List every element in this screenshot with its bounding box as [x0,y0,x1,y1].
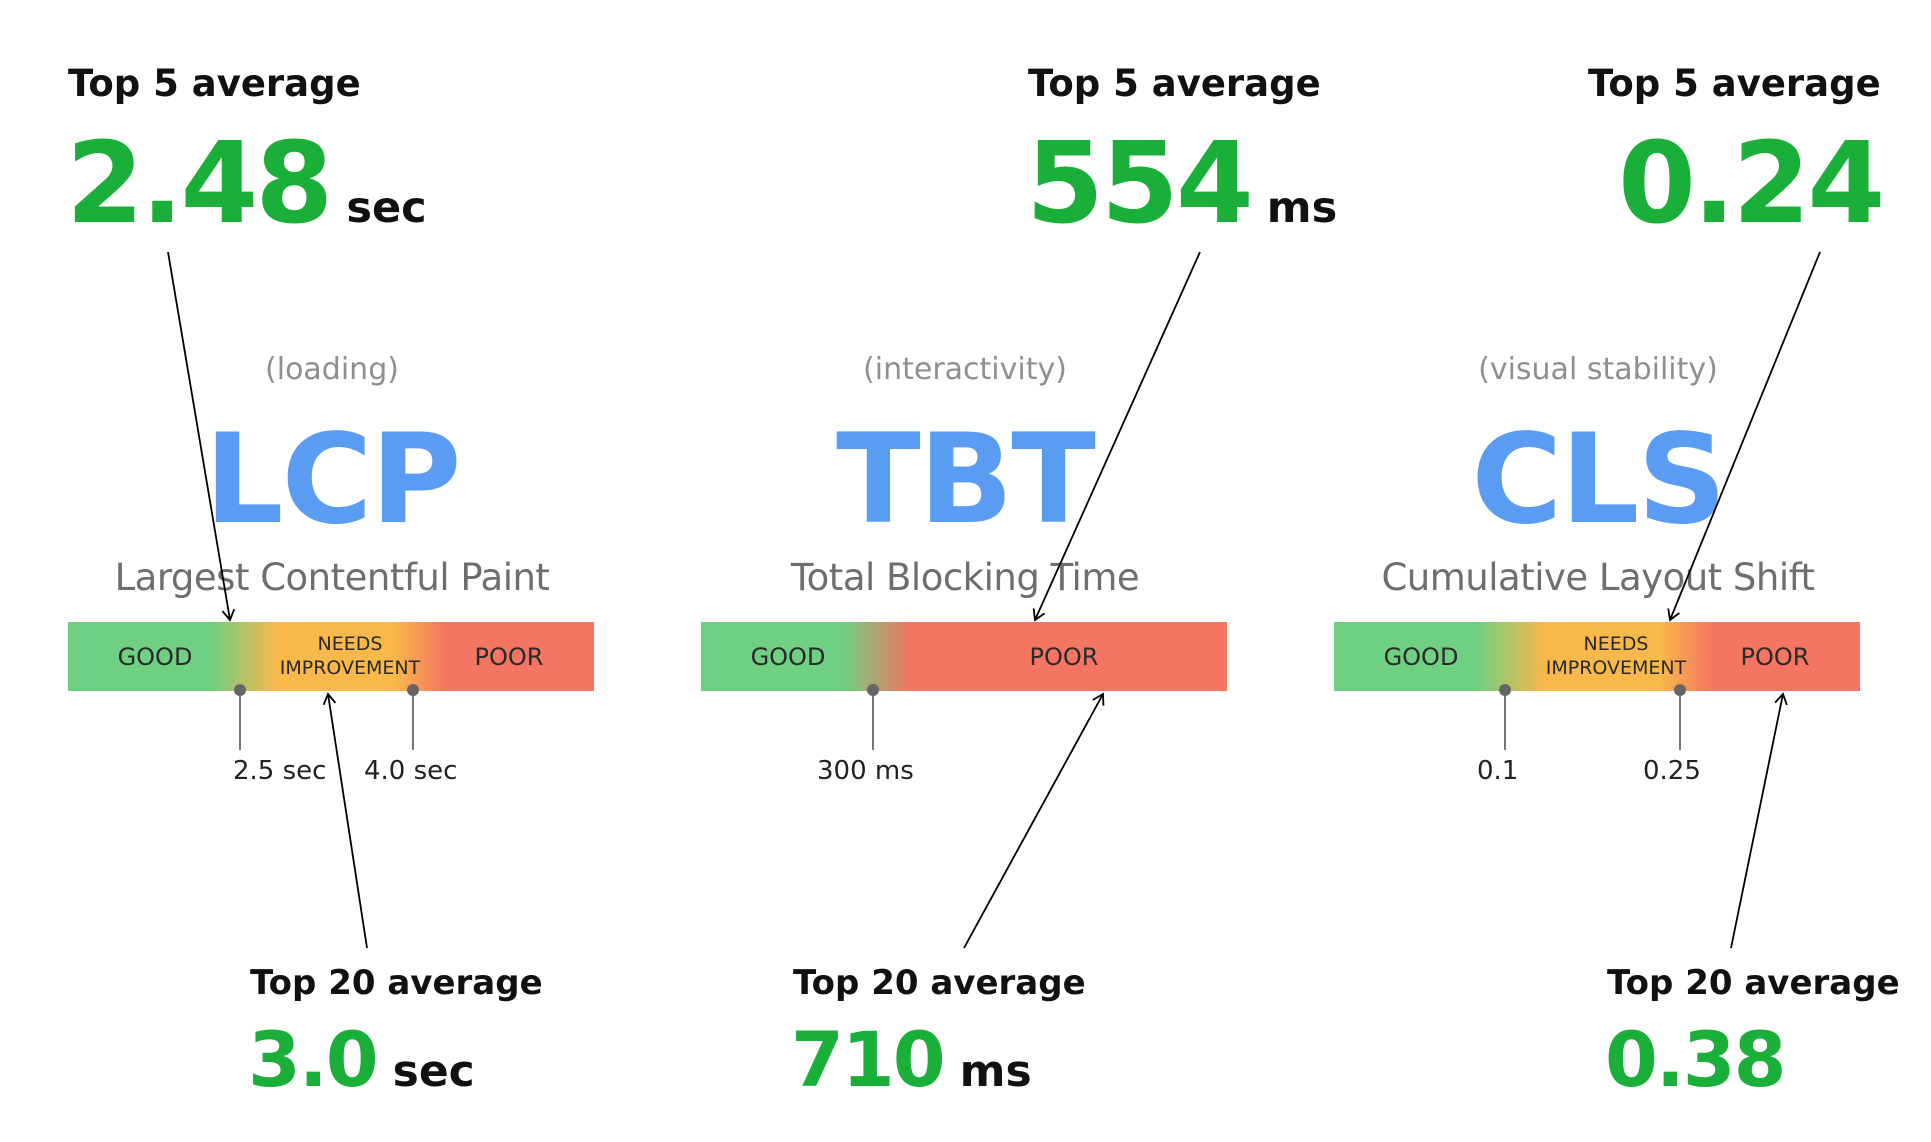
cls-category: (visual stability) [1478,352,1718,387]
cls-seg-poor: POOR [1740,642,1810,671]
lcp-top20-number: 3.0 [248,1015,379,1104]
cls-top5-value: 0.24 [1618,128,1885,240]
lcp-top20-label: Top 20 average [250,963,543,1003]
tbt-score-bar: GOOD POOR [701,622,1227,691]
lcp-threshold-2: 4.0 sec [364,756,458,786]
lcp-threshold-2-dot [407,684,419,696]
lcp-top5-number: 2.48 [66,119,333,249]
cls-top20-arrow [1730,692,1788,949]
cls-top20-label: Top 20 average [1607,963,1900,1003]
tbt-threshold-1: 300 ms [817,756,914,786]
tbt-top5-number: 554 [1026,119,1254,249]
lcp-threshold-1-dot [234,684,246,696]
lcp-top20-unit: sec [392,1046,475,1097]
cls-full-name: Cumulative Layout Shift [1381,556,1815,599]
lcp-top5-arrow [167,251,236,622]
cls-score-bar: GOOD NEEDS IMPROVEMENT POOR [1334,622,1860,691]
lcp-top5-unit: sec [346,183,427,233]
tbt-top5-label: Top 5 average [1028,62,1321,105]
cls-threshold-1: 0.1 [1477,756,1519,786]
tbt-top20-number: 710 [791,1015,946,1104]
cls-seg-needs-improvement: NEEDS IMPROVEMENT [1545,632,1687,679]
tbt-seg-poor: POOR [1029,642,1099,671]
cls-top5-label: Top 5 average [1588,62,1881,105]
tbt-category: (interactivity) [863,352,1067,387]
tbt-abbr: TBT [836,408,1096,552]
lcp-seg-poor: POOR [474,642,544,671]
cls-top5-number: 0.24 [1618,119,1885,249]
cls-abbr: CLS [1471,408,1726,552]
tbt-top20-unit: ms [959,1046,1032,1097]
tbt-top5-value: 554 ms [1026,128,1337,240]
lcp-abbr: LCP [204,408,462,552]
tbt-top5-arrow [1032,251,1201,622]
tbt-full-name: Total Blocking Time [790,556,1140,599]
lcp-seg-needs-improvement: NEEDS IMPROVEMENT [279,632,421,679]
cls-top20-value: 0.38 [1605,1022,1787,1098]
lcp-score-bar: GOOD NEEDS IMPROVEMENT POOR [68,622,594,691]
tbt-seg-good: GOOD [750,642,826,671]
tbt-top20-label: Top 20 average [793,963,1086,1003]
lcp-top5-value: 2.48 sec [66,128,427,240]
lcp-top20-arrow [322,692,368,949]
tbt-top5-unit: ms [1266,183,1338,233]
lcp-threshold-1: 2.5 sec [233,756,327,786]
tbt-top20-value: 710 ms [791,1022,1032,1098]
cls-top20-number: 0.38 [1605,1015,1787,1104]
tbt-top20-arrow [963,692,1105,949]
cls-threshold-2-dot [1674,684,1686,696]
lcp-top20-value: 3.0 sec [248,1022,475,1098]
cls-threshold-2: 0.25 [1643,756,1701,786]
tbt-threshold-1-dot [867,684,879,696]
cls-top5-arrow [1667,251,1821,622]
lcp-seg-good: GOOD [117,642,193,671]
cls-threshold-1-dot [1499,684,1511,696]
lcp-full-name: Largest Contentful Paint [114,556,550,599]
cls-seg-good: GOOD [1383,642,1459,671]
lcp-top5-label: Top 5 average [68,62,361,105]
lcp-category: (loading) [265,352,399,387]
